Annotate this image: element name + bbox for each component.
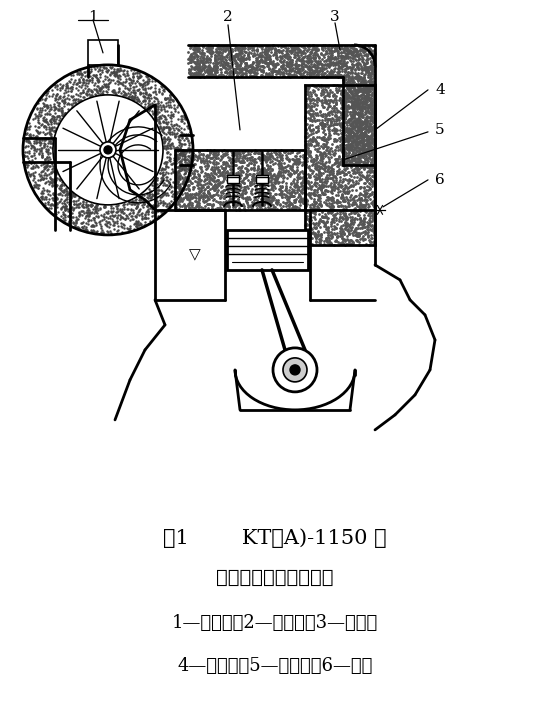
Text: 1: 1 <box>88 10 98 24</box>
Text: 2: 2 <box>223 10 233 24</box>
Circle shape <box>290 365 300 375</box>
Text: 6: 6 <box>435 173 445 187</box>
Text: 5: 5 <box>435 123 445 137</box>
Text: 1—增压器；2—排气门；3—管道；: 1—增压器；2—排气门；3—管道； <box>172 615 378 632</box>
Bar <box>227 230 308 270</box>
Text: 3: 3 <box>330 10 340 24</box>
Bar <box>256 175 268 183</box>
Circle shape <box>283 358 307 382</box>
Circle shape <box>53 95 163 205</box>
Bar <box>227 175 239 183</box>
Bar <box>88 40 118 65</box>
Circle shape <box>100 142 116 158</box>
Text: 4—中冷器；5—进气门；6—气缸: 4—中冷器；5—进气门；6—气缸 <box>177 657 372 675</box>
Bar <box>278 360 313 380</box>
Circle shape <box>104 146 112 154</box>
Text: 4: 4 <box>435 83 445 97</box>
Text: 康明斯柴油机的中冷器: 康明斯柴油机的中冷器 <box>216 569 334 588</box>
Bar <box>305 85 375 245</box>
Text: ▽: ▽ <box>189 247 201 263</box>
Circle shape <box>273 348 317 392</box>
Text: 图1        KT（A)-1150 型: 图1 KT（A)-1150 型 <box>163 529 387 549</box>
